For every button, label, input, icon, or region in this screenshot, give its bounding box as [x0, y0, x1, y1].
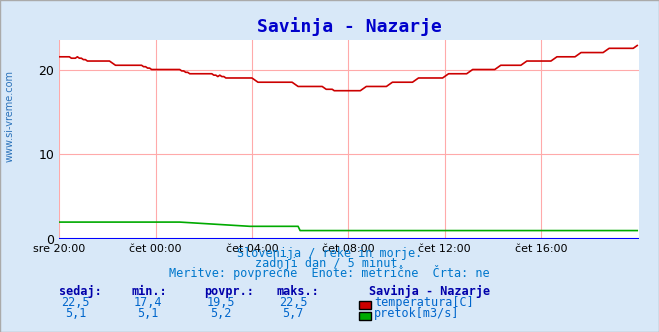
- Text: 19,5: 19,5: [206, 296, 235, 309]
- Text: 5,7: 5,7: [283, 307, 304, 320]
- Text: www.si-vreme.com: www.si-vreme.com: [5, 70, 15, 162]
- Text: 5,1: 5,1: [65, 307, 86, 320]
- Text: 22,5: 22,5: [279, 296, 308, 309]
- Title: Savinja - Nazarje: Savinja - Nazarje: [257, 17, 442, 36]
- Text: temperatura[C]: temperatura[C]: [374, 296, 474, 309]
- Text: 5,1: 5,1: [138, 307, 159, 320]
- Text: Meritve: povprečne  Enote: metrične  Črta: ne: Meritve: povprečne Enote: metrične Črta:…: [169, 265, 490, 280]
- Text: pretok[m3/s]: pretok[m3/s]: [374, 307, 460, 320]
- Text: sedaj:: sedaj:: [59, 286, 102, 298]
- Text: maks.:: maks.:: [277, 286, 320, 298]
- Text: min.:: min.:: [132, 286, 167, 298]
- Text: Savinja - Nazarje: Savinja - Nazarje: [369, 286, 490, 298]
- Text: povpr.:: povpr.:: [204, 286, 254, 298]
- Text: zadnji dan / 5 minut.: zadnji dan / 5 minut.: [254, 257, 405, 270]
- Text: 22,5: 22,5: [61, 296, 90, 309]
- Text: 17,4: 17,4: [134, 296, 163, 309]
- Text: Slovenija / reke in morje.: Slovenija / reke in morje.: [237, 247, 422, 260]
- Text: 5,2: 5,2: [210, 307, 231, 320]
